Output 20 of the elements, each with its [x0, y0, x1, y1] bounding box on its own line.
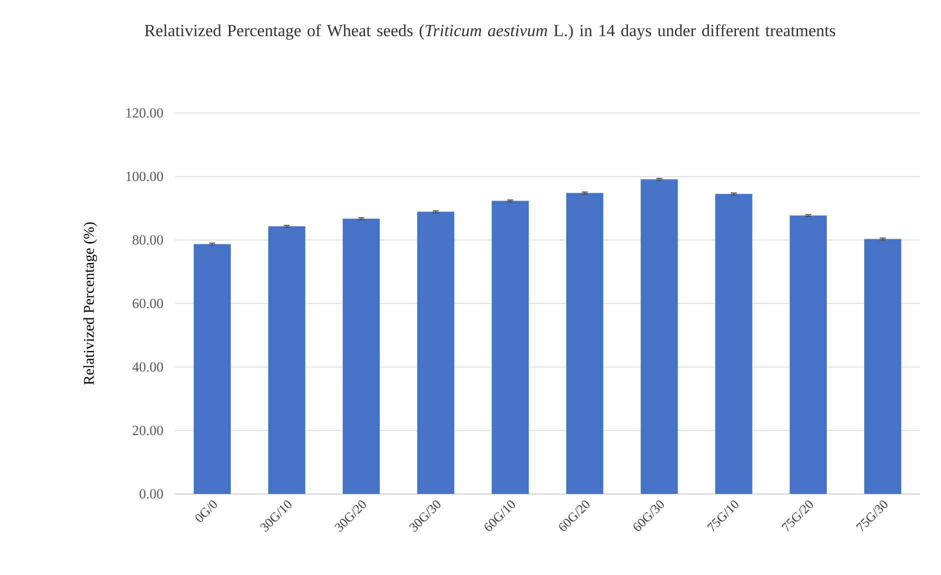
bar — [864, 238, 902, 494]
x-tick-label: 0G/0 — [196, 500, 217, 522]
bar — [715, 194, 752, 494]
y-tick-label: 120.00 — [126, 108, 163, 118]
bar — [194, 244, 231, 494]
bar — [640, 179, 678, 494]
y-axis-title: Relativized Percentage (%) — [83, 222, 97, 385]
y-tick-label: 20.00 — [132, 426, 163, 436]
y-tick-label: 100.00 — [126, 172, 163, 182]
y-tick-label: 80.00 — [132, 235, 163, 245]
y-tick-label: 40.00 — [132, 362, 163, 372]
bar — [268, 226, 306, 494]
y-tick-label: 60.00 — [132, 298, 163, 308]
bar — [417, 212, 454, 494]
bar — [566, 192, 604, 494]
bar — [790, 215, 827, 494]
bar — [342, 218, 380, 494]
bar — [492, 200, 529, 494]
chart-title: Relativized Percentage of Wheat seeds (Triticum aestivum L.) in 14 days under different treatments — [144, 24, 836, 40]
y-tick-label: 0.00 — [140, 489, 163, 499]
